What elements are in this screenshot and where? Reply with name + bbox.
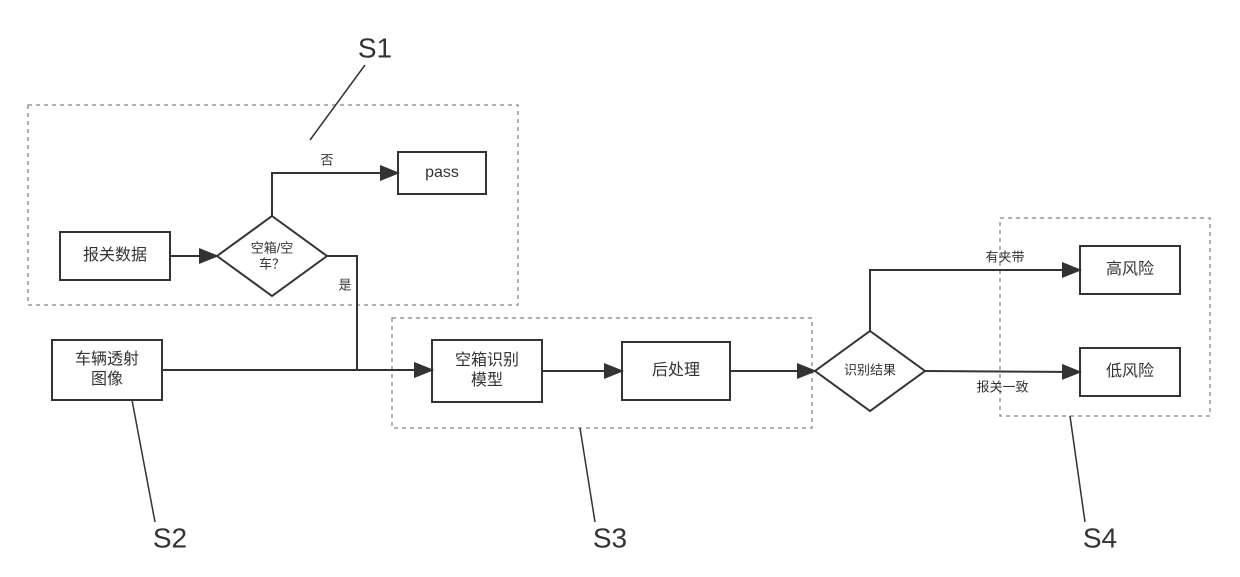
node-empty-box-model: 空箱识别 模型	[432, 340, 542, 402]
leader-s2	[132, 400, 155, 522]
edge-label-hidden: 有夹带	[985, 249, 1024, 264]
edge-label-yes: 是	[338, 277, 351, 292]
edge-decision2-to-high	[870, 270, 1080, 331]
svg-text:低风险: 低风险	[1106, 362, 1154, 380]
edge-decision2-to-low	[925, 371, 1080, 372]
node-low-risk: 低风险	[1080, 348, 1180, 396]
edge-decision-no-to-pass	[272, 173, 398, 216]
leader-s3	[580, 428, 595, 522]
svg-text:pass: pass	[425, 164, 459, 181]
edge-decision-yes-to-model	[327, 256, 432, 370]
svg-text:识别结果: 识别结果	[844, 362, 896, 377]
svg-text:模型: 模型	[471, 371, 503, 389]
node-decision-result: 识别结果	[815, 331, 925, 411]
group-label-s4: S4	[1083, 522, 1117, 553]
svg-text:后处理: 后处理	[652, 361, 700, 379]
node-pass: pass	[398, 152, 486, 194]
node-high-risk: 高风险	[1080, 246, 1180, 294]
edge-label-consistent: 报关一致	[976, 379, 1028, 394]
svg-text:高风险: 高风险	[1106, 260, 1154, 278]
group-label-s2: S2	[153, 522, 187, 553]
node-vehicle-image: 车辆透射 图像	[52, 340, 162, 400]
leader-s1	[310, 65, 365, 140]
svg-text:空箱/空: 空箱/空	[251, 240, 294, 255]
node-postprocess: 后处理	[622, 342, 730, 400]
leader-s4	[1070, 416, 1085, 522]
svg-text:图像: 图像	[91, 370, 123, 388]
svg-text:空箱识别: 空箱识别	[455, 351, 519, 369]
group-label-s1: S1	[358, 32, 392, 63]
node-decision-empty: 空箱/空 车？	[217, 216, 327, 296]
svg-text:报关数据: 报关数据	[83, 246, 147, 264]
svg-text:车？: 车？	[259, 256, 285, 271]
edge-label-no: 否	[320, 152, 333, 167]
node-customs-data: 报关数据	[60, 232, 170, 280]
group-label-s3: S3	[593, 522, 627, 553]
svg-text:车辆透射: 车辆透射	[75, 350, 139, 368]
